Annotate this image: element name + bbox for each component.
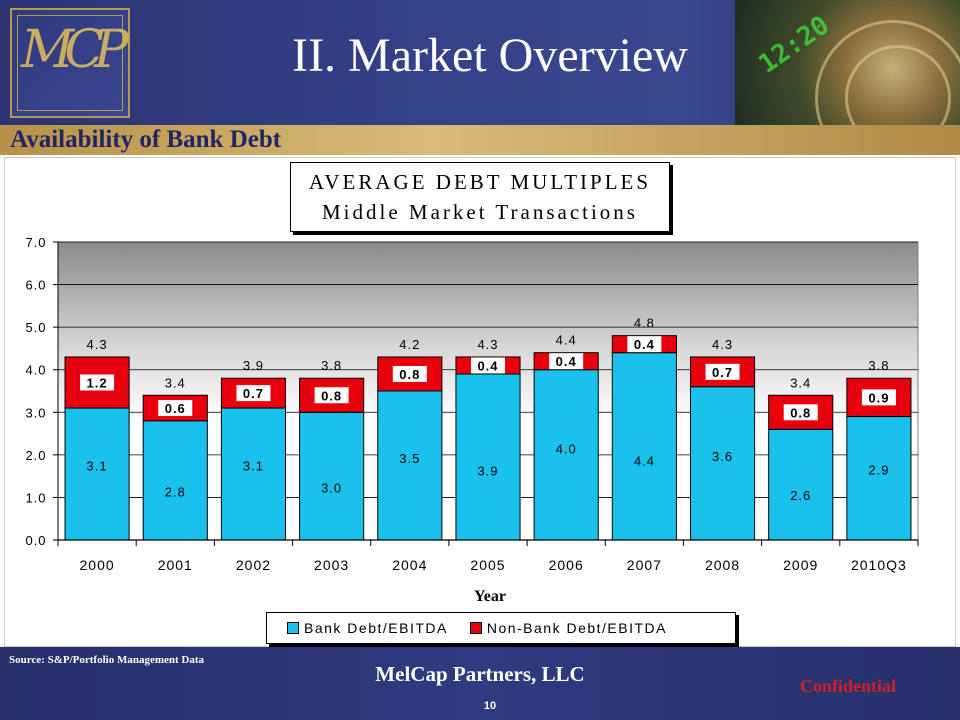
y-tick-label: 1.0	[25, 490, 46, 505]
bar-bank-debt	[377, 390, 443, 541]
data-label-total: 4.8	[634, 316, 655, 331]
x-tick-label: 2010Q3	[851, 557, 907, 573]
data-label-box	[314, 387, 349, 404]
bar-bank-debt	[64, 407, 130, 541]
x-tick-label: 2003	[314, 557, 349, 573]
x-tick-label: 2002	[236, 557, 271, 573]
chart-title: AVERAGE DEBT MULTIPLES	[308, 170, 652, 194]
data-label-non-bank-debt: 0.7	[712, 365, 733, 380]
data-label-bank-debt: 4.4	[634, 454, 655, 469]
x-tick-label: 2000	[80, 557, 115, 573]
page-title: II. Market Overview	[292, 29, 688, 82]
bar-bank-debt	[768, 428, 834, 541]
y-tick-label: 5.0	[25, 320, 46, 335]
data-label-non-bank-debt: 0.7	[243, 386, 264, 401]
chart-legend: Bank Debt/EBITDA Non-Bank Debt/EBITDA	[266, 612, 736, 644]
data-label-box	[392, 365, 427, 382]
legend-item-non-bank-debt: Non-Bank Debt/EBITDA	[469, 620, 667, 636]
page-number: 10	[483, 700, 497, 712]
data-label-total: 3.8	[868, 358, 889, 373]
data-label-total: 4.4	[556, 333, 577, 348]
data-label-total: 4.3	[712, 337, 733, 352]
data-label-bank-debt: 3.1	[87, 459, 108, 474]
data-label-total: 3.4	[165, 375, 186, 390]
data-label-box	[783, 404, 818, 421]
data-label-bank-debt: 3.6	[712, 449, 733, 464]
company-logo: MCP	[10, 8, 130, 118]
x-tick-label: 2004	[392, 557, 427, 573]
x-tick-label: 2008	[705, 557, 740, 573]
data-label-box	[471, 357, 505, 374]
y-tick-label: 7.0	[25, 235, 46, 250]
data-label-non-bank-debt: 0.4	[556, 354, 577, 369]
bar-chart: 0.0 1.0 2.0 3.0 4.0 5.0 6.0 7.0 3.1 1.2 4.3 2000 2.8…	[25, 235, 919, 573]
bar-bank-debt	[142, 420, 208, 541]
bar-bank-debt	[611, 352, 677, 541]
data-label-box	[705, 363, 740, 380]
bar-bank-debt	[689, 386, 756, 541]
data-label-non-bank-debt: 0.9	[868, 390, 889, 405]
data-label-bank-debt: 3.5	[399, 451, 420, 466]
data-label-total: 3.9	[243, 358, 264, 373]
data-label-non-bank-debt: 1.2	[87, 375, 108, 390]
data-label-box	[627, 336, 662, 353]
legend-label-non-bank-debt: Non-Bank Debt/EBITDA	[486, 620, 667, 636]
bar-bank-debt	[220, 407, 287, 541]
confidential-label: Confidential	[800, 676, 897, 696]
chart-subtitle: Middle Market Transactions	[322, 200, 638, 224]
subtitle-bar	[0, 125, 960, 155]
x-tick-label: 2001	[158, 557, 193, 573]
legend-label-bank-debt: Bank Debt/EBITDA	[304, 620, 448, 636]
data-label-total: 4.2	[399, 337, 420, 352]
data-label-total: 3.8	[321, 358, 342, 373]
x-tick-label: 2007	[627, 557, 662, 573]
data-label-bank-debt: 3.1	[243, 459, 264, 474]
data-label-non-bank-debt: 0.8	[790, 405, 811, 420]
data-label-total: 4.3	[477, 337, 498, 352]
data-label-bank-debt: 4.0	[556, 441, 577, 456]
company-name: MelCap Partners, LLC	[375, 662, 585, 686]
clock-decoration-image: 12:20	[735, 0, 960, 125]
y-tick-label: 2.0	[25, 448, 46, 463]
section-subtitle: Availability of Bank Debt	[10, 126, 282, 153]
x-axis-label: Year	[474, 588, 506, 605]
data-label-box	[158, 400, 193, 417]
bar-bank-debt	[846, 416, 912, 541]
data-label-bank-debt: 3.0	[321, 481, 342, 496]
y-tick-label: 4.0	[25, 363, 46, 378]
y-tick-label: 0.0	[25, 533, 46, 548]
data-label-box	[861, 389, 896, 406]
x-tick-label: 2006	[549, 557, 584, 573]
bar-bank-debt	[533, 369, 599, 541]
x-tick-label: 2009	[783, 557, 818, 573]
footer-banner	[0, 647, 960, 720]
legend-swatch-non-bank-debt	[469, 622, 482, 634]
legend-swatch-bank-debt	[287, 622, 299, 634]
data-label-non-bank-debt: 0.8	[321, 388, 342, 403]
data-label-bank-debt: 3.9	[477, 463, 498, 478]
y-tick-label: 6.0	[25, 278, 46, 293]
data-label-bank-debt: 2.8	[165, 484, 186, 499]
data-label-non-bank-debt: 0.6	[165, 401, 186, 416]
data-label-total: 4.3	[87, 337, 108, 352]
data-label-box	[80, 374, 115, 391]
data-label-non-bank-debt: 0.4	[477, 358, 498, 373]
legend-item-bank-debt: Bank Debt/EBITDA	[287, 620, 448, 636]
x-tick-label: 2005	[470, 557, 505, 573]
data-label-box	[236, 385, 271, 402]
source-note: Source: S&P/Portfolio Management Data	[9, 654, 205, 666]
data-label-bank-debt: 2.9	[868, 462, 889, 477]
data-label-non-bank-debt: 0.4	[634, 337, 655, 352]
y-tick-label: 3.0	[25, 405, 46, 420]
chart-title-box: AVERAGE DEBT MULTIPLES Middle Market Tra…	[290, 162, 670, 232]
data-label-box	[549, 353, 584, 370]
bar-bank-debt	[299, 411, 365, 541]
data-label-total: 3.4	[790, 375, 811, 390]
bar-bank-debt	[455, 373, 521, 541]
data-label-non-bank-debt: 0.8	[399, 367, 420, 382]
data-label-bank-debt: 2.6	[790, 488, 811, 503]
